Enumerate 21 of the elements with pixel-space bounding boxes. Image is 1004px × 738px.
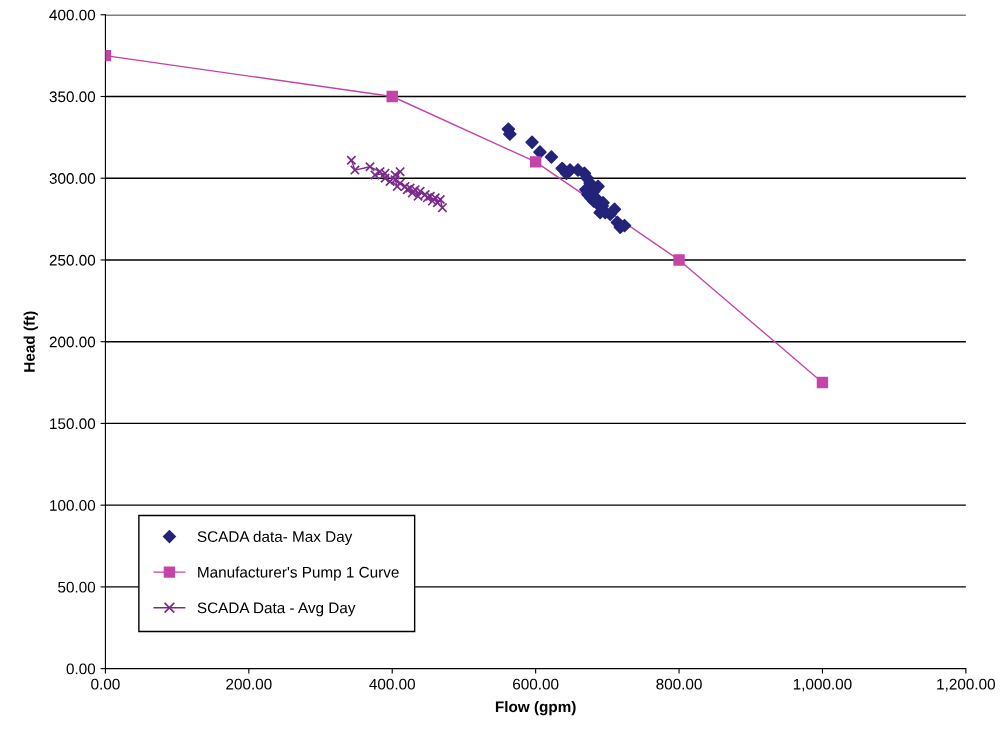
x-tick-label: 600.00 xyxy=(513,678,559,690)
x-tick-label: 200.00 xyxy=(226,678,272,690)
y-tick-label: 150.00 xyxy=(50,418,96,430)
y-tick-label: 0.00 xyxy=(66,663,96,675)
y-tick-label: 50.00 xyxy=(58,581,96,593)
y-tick-label: 200.00 xyxy=(49,336,96,348)
legend-label: Manufacturer's Pump 1 Curve xyxy=(198,566,399,581)
x-tick-label: 0.00 xyxy=(91,678,120,690)
x-axis-title: Flow (gpm) xyxy=(495,700,576,716)
x-tick-label: 800.00 xyxy=(656,678,702,690)
y-tick-label: 250.00 xyxy=(49,254,96,266)
legend-label: SCADA data- Max Day xyxy=(197,530,353,546)
y-tick-label: 100.00 xyxy=(50,500,96,511)
y-tick-label: 400.00 xyxy=(49,9,96,21)
y-axis-title: Head (ft) xyxy=(23,311,38,372)
x-tick-label: 1,000.00 xyxy=(793,678,852,692)
x-tick-label: 1,200.00 xyxy=(937,678,995,692)
y-tick-label: 300.00 xyxy=(49,173,96,184)
y-tick-label: 350.00 xyxy=(49,91,96,103)
legend-label: SCADA Data - Avg Day xyxy=(197,602,356,617)
x-tick-label: 400.00 xyxy=(369,678,415,690)
